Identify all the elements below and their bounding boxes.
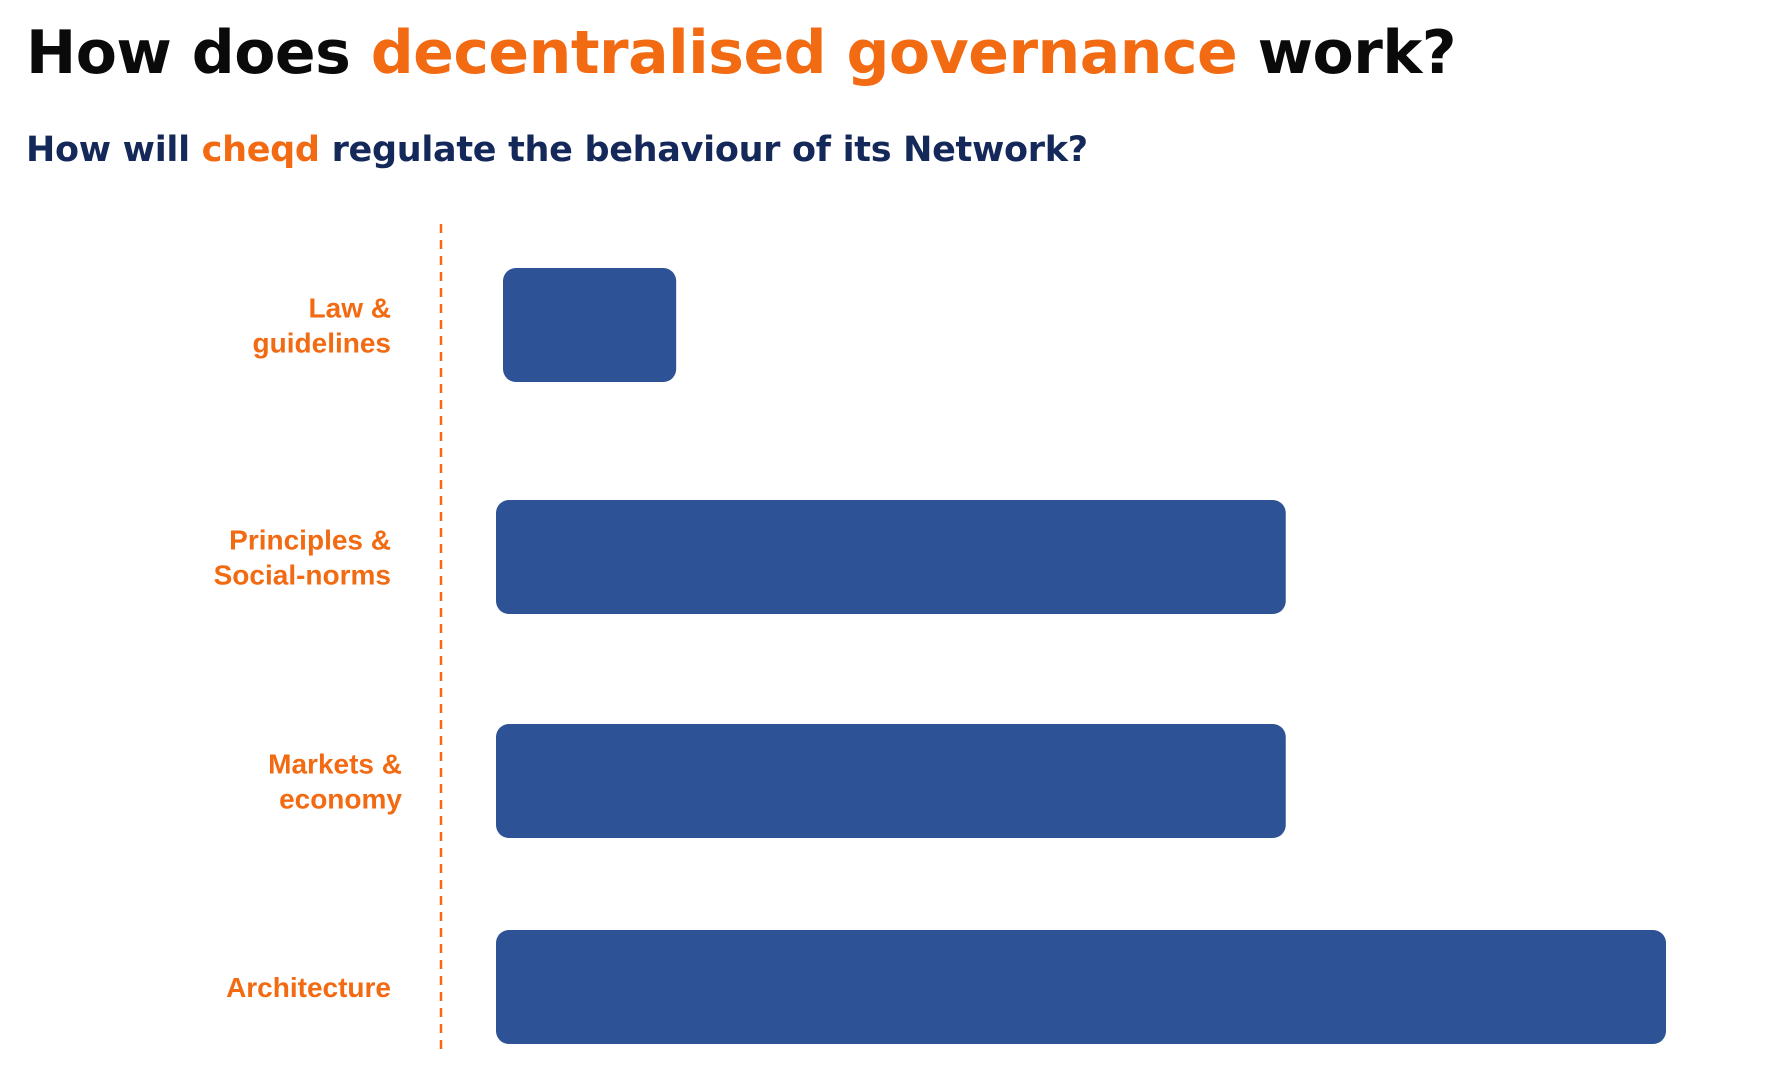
- bar-3: [496, 724, 1286, 838]
- title-prefix: How does: [26, 18, 371, 88]
- page-subtitle: How will cheqd regulate the behaviour of…: [26, 125, 1088, 175]
- bars-group: [496, 268, 1666, 1044]
- title-suffix: work?: [1237, 18, 1457, 88]
- category-label-4-line-1: Architecture: [226, 972, 391, 1003]
- bar-1: [503, 268, 677, 382]
- page-title: How does decentralised governance work?: [26, 14, 1457, 92]
- category-label-2-line-2: Social-norms: [214, 560, 391, 591]
- category-label-3-line-1: Markets &: [268, 749, 402, 780]
- category-label-1-line-1: Law &: [309, 293, 391, 324]
- category-label-4: Architecture: [226, 972, 391, 1003]
- category-labels-group: Law & guidelines Principles & Social-norms M…: [214, 293, 403, 1004]
- bar-2: [496, 500, 1286, 614]
- category-label-3-line-2: economy: [279, 784, 402, 815]
- category-label-3: Markets & economy: [268, 749, 402, 815]
- category-label-2: Principles & Social-norms: [214, 525, 391, 591]
- category-label-1-line-2: guidelines: [253, 328, 391, 359]
- category-label-2-line-1: Principles &: [229, 525, 391, 556]
- subtitle-suffix: regulate the behaviour of its Network?: [319, 130, 1088, 170]
- category-label-1: Law & guidelines: [253, 293, 391, 359]
- title-highlight: decentralised governance: [370, 18, 1238, 88]
- subtitle-highlight: cheqd: [201, 130, 320, 170]
- bar-4: [496, 930, 1666, 1044]
- subtitle-prefix: How will: [26, 130, 202, 170]
